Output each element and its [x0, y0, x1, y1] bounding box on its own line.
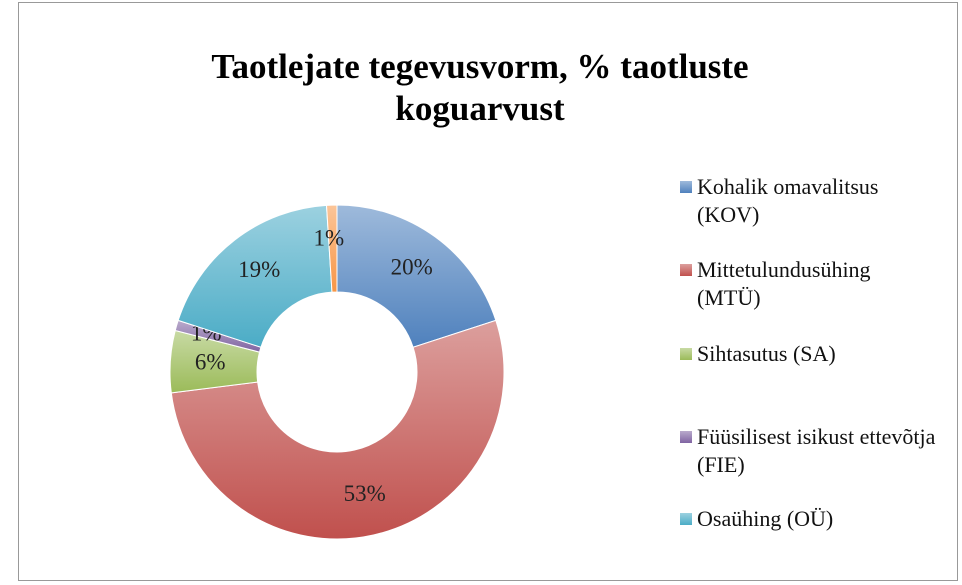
legend-swatch [680, 431, 692, 443]
data-label: 1% [314, 225, 345, 250]
legend-swatch [680, 348, 692, 360]
donut-slice [170, 319, 505, 540]
legend-item: Osaühing (OÜ) [680, 505, 937, 533]
data-label: 53% [344, 481, 386, 506]
legend-swatch [680, 513, 692, 525]
donut-slice [325, 204, 338, 293]
chart-frame [18, 2, 958, 581]
legend-swatch [680, 181, 692, 193]
legend-item: Sihtasutus (SA) [680, 340, 937, 368]
legend-label: Sihtasutus (SA) [697, 341, 836, 366]
legend-swatch [680, 264, 692, 276]
chart-title: Taotlejate tegevusvorm, % taotluste kogu… [211, 47, 749, 128]
data-label: 6% [195, 349, 226, 374]
legend-item: Kohalik omavalitsus (KOV) [680, 173, 937, 229]
legend-label: Füüsilisest isikust ettevõtja (FIE) [697, 424, 936, 477]
donut-slice [177, 204, 333, 348]
legend-item: Füüsilisest isikust ettevõtja (FIE) [680, 423, 937, 479]
legend-label: Kohalik omavalitsus (KOV) [697, 174, 879, 227]
data-label: 19% [238, 257, 280, 282]
legend-label: Mittetulundusühing (MTÜ) [697, 257, 871, 310]
legend-label: Osaühing (OÜ) [697, 506, 834, 531]
data-label: 20% [391, 255, 433, 280]
legend-item: Mittetulundusühing (MTÜ) [680, 256, 937, 312]
donut-slice [336, 204, 497, 348]
